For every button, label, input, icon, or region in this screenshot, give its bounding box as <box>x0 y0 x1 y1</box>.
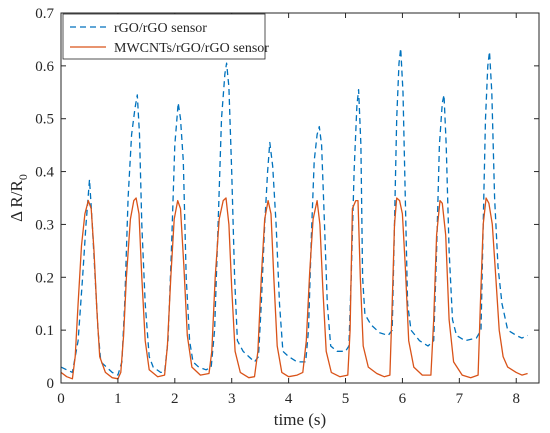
y-tick-label: 0.7 <box>35 6 54 22</box>
series-line-rgo <box>60 47 528 376</box>
legend-box <box>62 13 266 60</box>
y-tick-label: 0.3 <box>35 217 54 233</box>
x-tick-label: 3 <box>228 391 236 407</box>
y-axis-ticks: 0 0.1 0.2 0.3 0.4 0.5 0.6 0.7 <box>35 6 539 392</box>
x-axis-ticks: 0 1 2 3 4 5 6 7 8 <box>57 13 520 407</box>
x-tick-label: 7 <box>456 391 464 407</box>
y-axis-label-subscript: 0 <box>16 174 30 180</box>
y-tick-label: 0.2 <box>35 270 54 286</box>
x-axis-label: time (s) <box>274 410 326 429</box>
x-tick-label: 5 <box>342 391 350 407</box>
plot-background <box>61 13 539 383</box>
legend-label-mwcnts: MWCNTs/rGO/rGO sensor <box>114 41 269 56</box>
legend: rGO/rGO sensor MWCNTs/rGO/rGO sensor <box>62 13 269 60</box>
x-tick-label: 4 <box>285 391 293 407</box>
legend-label-rgo: rGO/rGO sensor <box>114 21 207 36</box>
plot-frame <box>60 12 540 384</box>
y-tick-label: 0.4 <box>35 165 54 181</box>
x-tick-label: 6 <box>399 391 407 407</box>
series-layer <box>60 47 528 380</box>
series-line-mwcnts <box>60 197 528 380</box>
x-tick-label: 8 <box>512 391 520 407</box>
x-tick-label: 1 <box>114 391 122 407</box>
x-tick-label: 0 <box>57 391 65 407</box>
y-tick-label: 0 <box>47 376 55 392</box>
y-axis-label: Δ R/R0 <box>7 174 30 222</box>
y-tick-label: 0.1 <box>35 323 54 339</box>
y-tick-label: 0.5 <box>35 112 54 128</box>
y-tick-label: 0.6 <box>35 59 54 75</box>
y-axis-label-main: Δ R/R <box>7 180 26 222</box>
x-tick-label: 2 <box>171 391 179 407</box>
